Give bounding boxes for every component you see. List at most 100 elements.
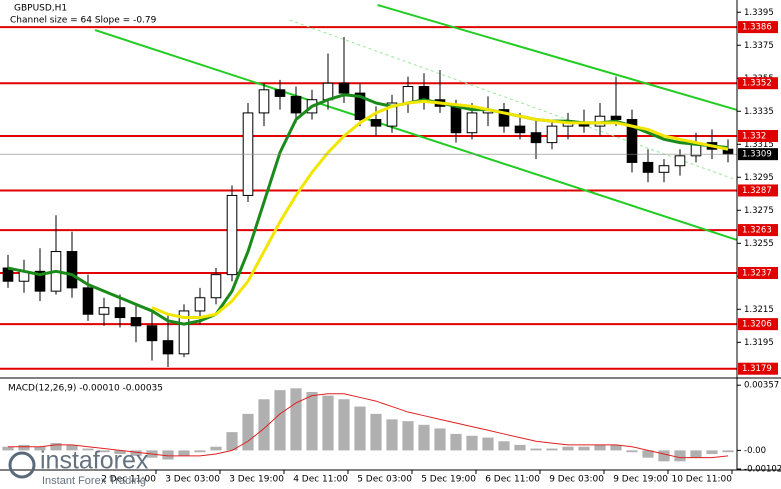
macd-bar xyxy=(722,450,734,453)
x-tick-label: 6 Dec 11:00 xyxy=(485,475,540,485)
level-label-box xyxy=(738,362,778,375)
trend-line xyxy=(289,19,738,181)
macd-bar xyxy=(354,406,366,451)
trend-line xyxy=(377,4,738,111)
macd-bar xyxy=(66,444,78,451)
macd-bar xyxy=(466,435,478,451)
macd-bar xyxy=(706,450,718,455)
candle-body xyxy=(370,119,382,127)
macd-bar xyxy=(210,446,222,451)
candle-body xyxy=(642,161,654,173)
macd-bar xyxy=(130,450,142,456)
macd-signal xyxy=(8,393,729,459)
y-tick-label: 1.3195 xyxy=(744,338,774,348)
macd-bar xyxy=(386,419,398,451)
y-tick-label: 1.3215 xyxy=(744,305,774,315)
x-tick-label: 5 Dec 03:00 xyxy=(357,475,412,485)
y-tick-label: 1.3315 xyxy=(744,140,774,150)
y-tick-label: 1.3275 xyxy=(744,206,774,216)
candle-body xyxy=(34,270,46,292)
x-tick-label: 10 Dec 11:00 xyxy=(671,475,732,485)
macd-bar xyxy=(306,391,318,451)
macd-bar xyxy=(418,424,430,451)
level-label-box xyxy=(738,130,778,143)
level-label-box xyxy=(738,266,778,279)
macd-bar xyxy=(370,413,382,451)
macd-bar xyxy=(258,399,270,451)
candle-body xyxy=(626,119,638,163)
candle-body xyxy=(66,251,78,289)
y-tick-label: 1.3375 xyxy=(744,41,774,51)
candle-body xyxy=(130,317,142,327)
macd-bar xyxy=(338,399,350,451)
candle-body xyxy=(402,86,414,104)
current-price-box xyxy=(738,148,778,161)
level-label-box xyxy=(738,224,778,237)
macd-bar xyxy=(450,433,462,451)
x-tick-label: 3 Dec 03:00 xyxy=(165,475,220,485)
candle-body xyxy=(114,307,126,319)
candle-body xyxy=(258,89,270,114)
macd-bar xyxy=(658,450,670,462)
level-label: 1.3263 xyxy=(742,226,772,236)
level-label-box xyxy=(738,77,778,90)
macd-bar xyxy=(98,450,110,453)
macd-bar xyxy=(674,450,686,462)
macd-bar xyxy=(34,446,46,451)
macd-bar xyxy=(530,448,542,451)
macd-bar xyxy=(242,413,254,451)
moving-average xyxy=(151,99,729,320)
macd-bar xyxy=(2,446,14,451)
macd-bar xyxy=(434,428,446,451)
x-tick-label: 4 Dec 11:00 xyxy=(293,475,348,485)
y-tick-label: -0.00 xyxy=(744,446,766,456)
candle-body xyxy=(162,340,174,355)
candle-body xyxy=(386,102,398,127)
candle-body xyxy=(610,115,622,121)
candle-body xyxy=(274,89,286,97)
trend-line xyxy=(94,29,738,241)
macd-title: MACD(12,26,9) -0.00010 -0.00035 xyxy=(8,384,163,394)
candle-body xyxy=(674,155,686,167)
y-tick-label: 1.3255 xyxy=(744,239,774,249)
macd-bar xyxy=(114,450,126,455)
macd-bar xyxy=(514,444,526,451)
candle-body xyxy=(354,92,366,121)
macd-bar xyxy=(402,421,414,451)
candle-body xyxy=(530,132,542,144)
x-tick-label: 9 Dec 03:00 xyxy=(549,475,604,485)
macd-bar xyxy=(274,390,286,451)
macd-bar xyxy=(562,446,574,451)
level-label: 1.3352 xyxy=(742,79,772,89)
candle-body xyxy=(226,194,238,276)
candle-body xyxy=(450,105,462,134)
candle-body xyxy=(290,95,302,114)
level-label-box xyxy=(738,184,778,197)
watermark: instaforex Instant Forex Trading xyxy=(8,447,149,487)
level-label: 1.332 xyxy=(742,132,766,142)
candle-body xyxy=(194,297,206,312)
macd-bar xyxy=(642,450,654,458)
chart-title: GBPUSD,H1 xyxy=(14,4,67,14)
level-label-box xyxy=(738,21,778,34)
x-tick-label: 2 Dec 11:00 xyxy=(101,475,156,485)
candle-body xyxy=(146,325,158,342)
level-label: 1.3206 xyxy=(742,320,772,330)
candle-body xyxy=(2,267,14,282)
macd-bar xyxy=(18,444,30,451)
y-tick-label: 0.00357 xyxy=(744,381,779,391)
candle-body xyxy=(210,274,222,299)
candle-body xyxy=(658,165,670,173)
candle-body xyxy=(498,109,510,127)
current-price-label: 1.3309 xyxy=(742,150,772,160)
level-label: 1.3386 xyxy=(742,23,772,33)
level-label-box xyxy=(738,318,778,331)
y-tick-label: 1.3335 xyxy=(744,107,774,117)
macd-bar xyxy=(322,395,334,451)
candle-body xyxy=(82,287,94,315)
macd-bar xyxy=(690,450,702,458)
y-tick-label: 1.3395 xyxy=(744,8,774,18)
watermark-logo xyxy=(8,451,36,479)
